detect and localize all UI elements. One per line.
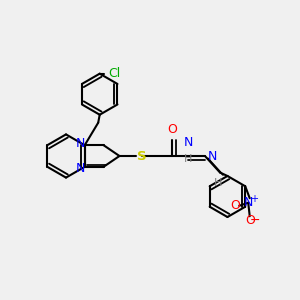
Text: S: S <box>137 149 147 163</box>
Text: +: + <box>250 194 258 204</box>
Text: O: O <box>167 123 177 136</box>
Text: O: O <box>230 199 240 212</box>
Text: H: H <box>214 178 223 188</box>
Text: −: − <box>250 214 260 227</box>
Text: N: N <box>76 137 85 150</box>
Text: N: N <box>208 149 217 163</box>
Text: N: N <box>244 196 253 209</box>
Text: N: N <box>184 136 193 149</box>
Text: O: O <box>245 214 255 227</box>
Text: N: N <box>76 162 85 175</box>
Text: Cl: Cl <box>109 67 121 80</box>
Text: H: H <box>184 154 193 164</box>
